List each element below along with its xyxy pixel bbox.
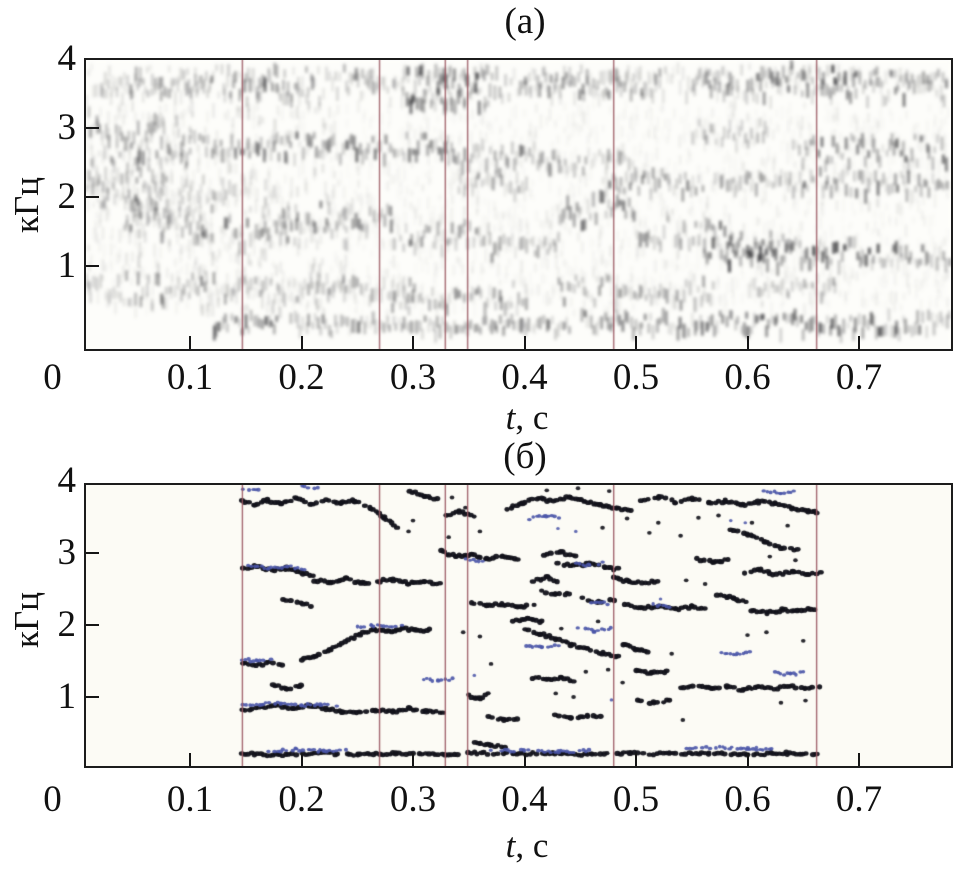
y-tick-label: 4 [57,38,77,79]
y-tick-mark [86,624,99,626]
y-tick-label: 1 [57,245,77,286]
y-tick-label: 3 [57,107,77,148]
y-tick-label: 4 [57,460,77,501]
x-tick-label: 0 [43,357,62,398]
y-tick-mark [86,696,99,698]
x-tick-mark [189,336,191,349]
panel-a-x-axis-label: t, с [437,398,617,438]
x-tick-label: 0.2 [278,357,325,398]
y-tick-mark [86,265,99,267]
x-tick-label: 0.1 [166,357,214,398]
x-tick-label: 0.1 [166,779,214,820]
x-tick-label: 0 [43,779,62,820]
y-tick-label: 1 [57,676,77,717]
y-tick-label: 2 [57,176,77,217]
x-tick-mark [746,753,749,766]
x-tick-mark [412,753,414,766]
panel-a-title: (а) [504,1,546,42]
x-tick-label: 0.2 [278,779,325,820]
panel-a-spectrogram-canvas [86,60,951,349]
x-tick-mark [300,753,303,766]
panel-b-title: (б) [503,436,547,477]
panel-a-x-axis-label-variable: t [505,398,516,437]
y-tick-mark [86,196,99,198]
x-tick-label: 0.7 [835,357,883,398]
panel-b-x-axis-label-variable: t [505,826,516,865]
x-tick-mark [412,336,414,349]
x-tick-mark [523,753,526,766]
x-tick-mark [635,336,637,349]
x-tick-mark [858,336,860,349]
x-tick-label: 0.5 [612,779,660,820]
x-tick-label: 0.6 [724,779,771,820]
x-tick-mark [746,336,749,349]
y-tick-mark [86,127,99,129]
panel-a-x-axis-label-unit: , с [515,398,549,437]
x-tick-label: 0.3 [389,357,437,398]
panel-b-tracks-canvas [86,485,951,766]
panel-b-x-axis-label: t, с [437,826,617,866]
x-tick-label: 0.3 [389,779,437,820]
x-tick-label: 0.5 [612,357,660,398]
x-tick-label: 0.7 [835,779,883,820]
y-tick-label: 3 [57,532,77,573]
y-tick-label: 2 [57,604,77,645]
x-tick-mark [189,753,191,766]
panel-b-x-axis-label-unit: , с [515,826,549,865]
x-tick-label: 0.4 [501,779,548,820]
x-tick-label: 0.6 [724,357,771,398]
x-tick-mark [635,753,637,766]
y-tick-mark [86,552,99,554]
x-tick-label: 0.4 [501,357,548,398]
x-tick-mark [300,336,303,349]
x-tick-mark [858,753,860,766]
x-tick-mark [523,336,526,349]
